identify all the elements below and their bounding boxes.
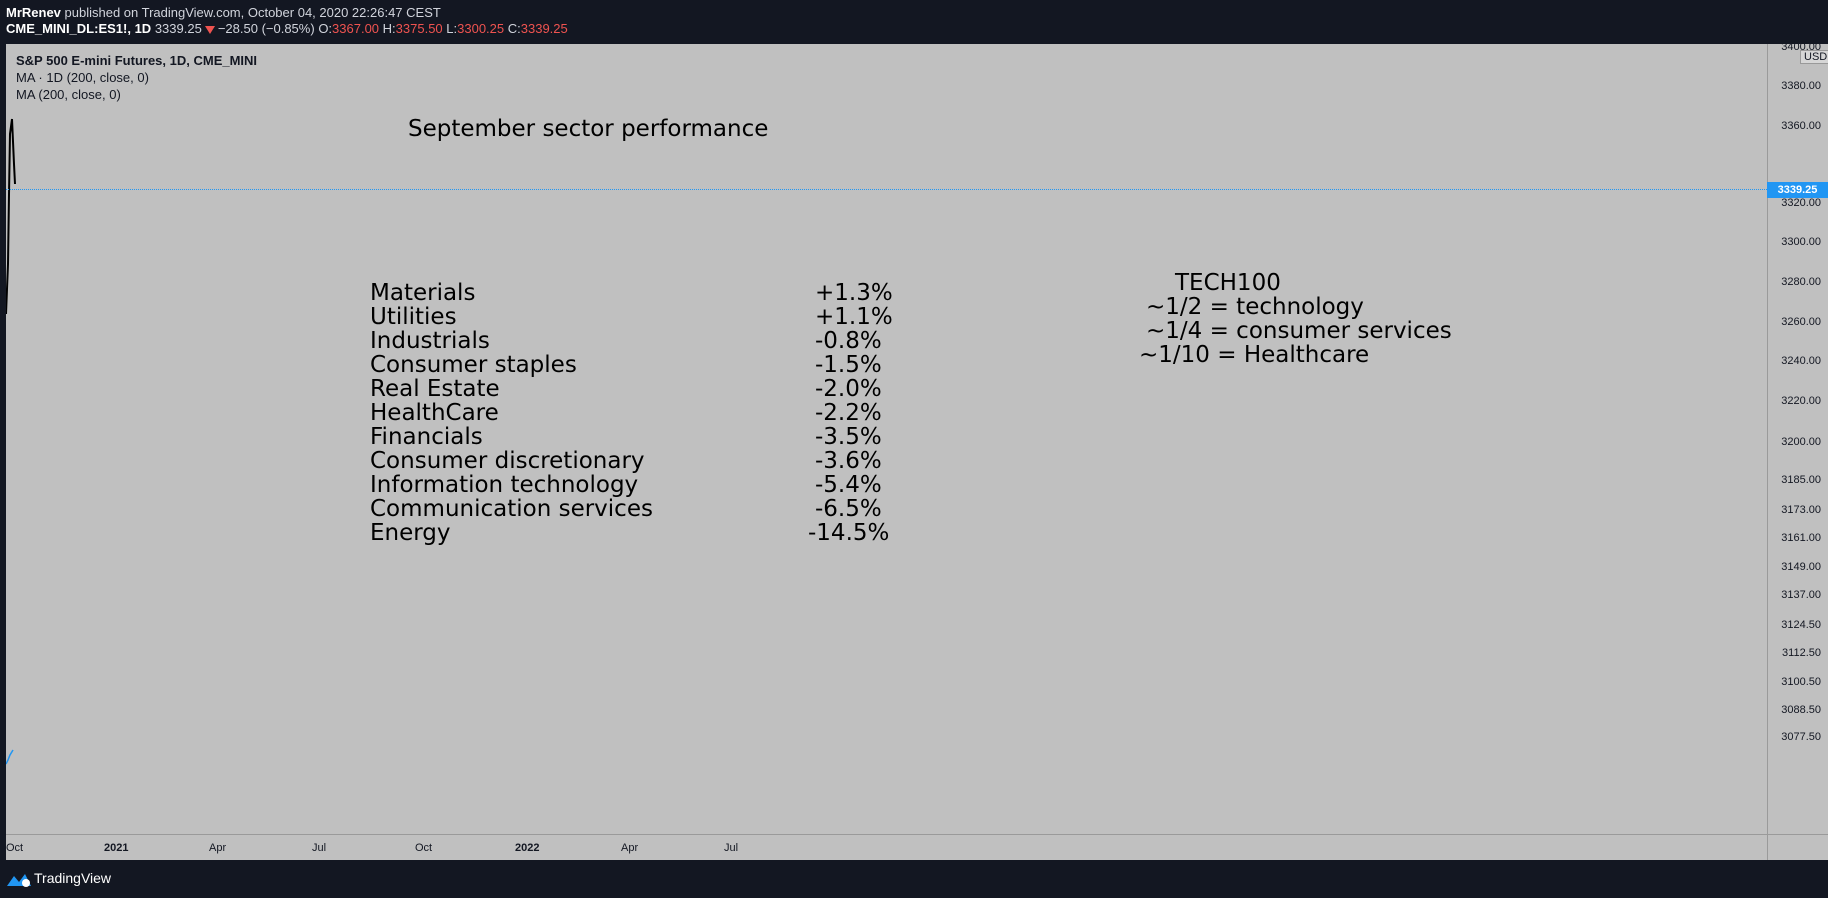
sector-value: -14.5% (808, 520, 890, 546)
sector-name: Materials (370, 280, 476, 306)
legend-ma[interactable]: MA (200, close, 0) (16, 87, 121, 102)
time-label: Oct (6, 842, 24, 854)
header-bar: MrRenev published on TradingView.com, Oc… (0, 0, 1828, 44)
footer-bar: TradingView (0, 860, 1828, 898)
price-tick: 3077.50 (1781, 731, 1821, 743)
last-price: 3339.25 (154, 21, 202, 36)
price-change: −28.50 (−0.85%) (217, 21, 315, 36)
low-label: L: (446, 21, 458, 36)
time-label: Apr (209, 842, 227, 854)
price-tick: 3220.00 (1781, 395, 1821, 407)
price-line (6, 118, 16, 315)
price-tick: 3185.00 (1781, 474, 1821, 486)
low-value: 3300.25 (457, 21, 505, 36)
tech100-line: ~1/4 = consumer services (1146, 318, 1452, 344)
time-label: Jul (312, 842, 327, 854)
open-label: O: (318, 21, 333, 36)
time-label: Apr (621, 842, 639, 854)
high-value: 3375.50 (395, 21, 443, 36)
sector-name: Financials (370, 424, 483, 450)
price-tick: 3149.00 (1781, 561, 1821, 573)
publish-text: published on TradingView.com, October 04… (60, 5, 441, 20)
open-value: 3367.00 (332, 21, 380, 36)
last-price-line (6, 189, 1767, 190)
sector-name: Consumer discretionary (370, 448, 645, 474)
price-tick: 3260.00 (1781, 316, 1821, 328)
sector-value: -3.5% (815, 424, 882, 450)
tech100-line: ~1/10 = Healthcare (1139, 342, 1370, 368)
price-tick: 3124.50 (1781, 619, 1821, 631)
price-series (6, 118, 16, 765)
sector-name: HealthCare (370, 400, 499, 426)
sector-name: Industrials (370, 328, 490, 354)
sector-value: -0.8% (815, 328, 882, 354)
sector-value: -3.6% (815, 448, 882, 474)
currency-label[interactable]: USD (1800, 50, 1828, 64)
legend-title[interactable]: S&P 500 E-mini Futures, 1D, CME_MINI (16, 53, 258, 68)
tradingview-logo-icon (7, 874, 31, 887)
tech100-line: ~1/2 = technology (1146, 294, 1364, 320)
sector-value: -5.4% (815, 472, 882, 498)
sector-name: Utilities (370, 304, 457, 330)
close-label: C: (507, 21, 521, 36)
time-label: Jul (724, 842, 739, 854)
ma-line (6, 749, 14, 765)
time-axis[interactable]: Oct 2021 Apr Jul Oct 2022 Apr Jul (6, 834, 1767, 861)
price-tick: 3300.00 (1781, 236, 1821, 248)
sector-value: -6.5% (815, 496, 882, 522)
symbol-name[interactable]: CME_MINI_DL:ES1!, 1D (6, 21, 152, 36)
time-label: 2021 (104, 842, 129, 854)
time-label: Oct (415, 842, 433, 854)
price-tick: 3240.00 (1781, 355, 1821, 367)
chart-pane[interactable]: S&P 500 E-mini Futures, 1D, CME_MINI MA … (6, 44, 1767, 834)
tech100-title: TECH100 (1175, 270, 1281, 296)
price-tick: 3112.50 (1782, 647, 1821, 659)
brand-name[interactable]: TradingView (34, 870, 112, 886)
sector-name: Consumer staples (370, 352, 577, 378)
price-tick: 3173.00 (1781, 504, 1821, 516)
legend-ma-1d[interactable]: MA · 1D (200, close, 0) (16, 70, 149, 85)
current-price-label: 3339.25 (1767, 182, 1828, 198)
price-axis[interactable]: 3400.00 3380.00 3360.00 3320.00 3300.00 3280… (1767, 44, 1828, 834)
sector-value: -1.5% (815, 352, 882, 378)
price-tick: 3320.00 (1781, 197, 1821, 209)
price-tick: 3100.50 (1781, 676, 1821, 688)
down-arrow-icon (204, 25, 215, 34)
high-label: H: (382, 21, 396, 36)
price-tick: 3137.00 (1781, 589, 1821, 601)
sector-value: -2.0% (815, 376, 882, 402)
axis-corner (1767, 834, 1828, 861)
publish-info: MrRenev published on TradingView.com, Oc… (6, 5, 441, 20)
price-tick: 3280.00 (1781, 276, 1821, 288)
price-tick: 3088.50 (1781, 704, 1821, 716)
symbol-info: CME_MINI_DL:ES1!, 1D 3339.25 −28.50 (−0.8… (6, 21, 568, 36)
price-tick: 3200.00 (1781, 436, 1821, 448)
close-value: 3339.25 (520, 21, 568, 36)
chart-legend: S&P 500 E-mini Futures, 1D, CME_MINI MA … (16, 52, 257, 103)
time-label: 2022 (515, 842, 540, 854)
annotation-title[interactable]: September sector performance (408, 116, 769, 142)
price-tick: 3380.00 (1781, 80, 1821, 92)
sector-name: Information technology (370, 472, 639, 498)
sector-value: +1.1% (815, 304, 893, 330)
sector-name: Energy (370, 520, 451, 546)
price-tick: 3400.00 (1781, 44, 1821, 53)
sector-value: +1.3% (815, 280, 893, 306)
author-name[interactable]: MrRenev (6, 5, 61, 20)
sector-value: -2.2% (815, 400, 882, 426)
price-tick: 3161.00 (1781, 532, 1821, 544)
sector-name: Real Estate (370, 376, 500, 402)
sector-name: Communication services (370, 496, 653, 522)
price-tick: 3360.00 (1781, 120, 1821, 132)
